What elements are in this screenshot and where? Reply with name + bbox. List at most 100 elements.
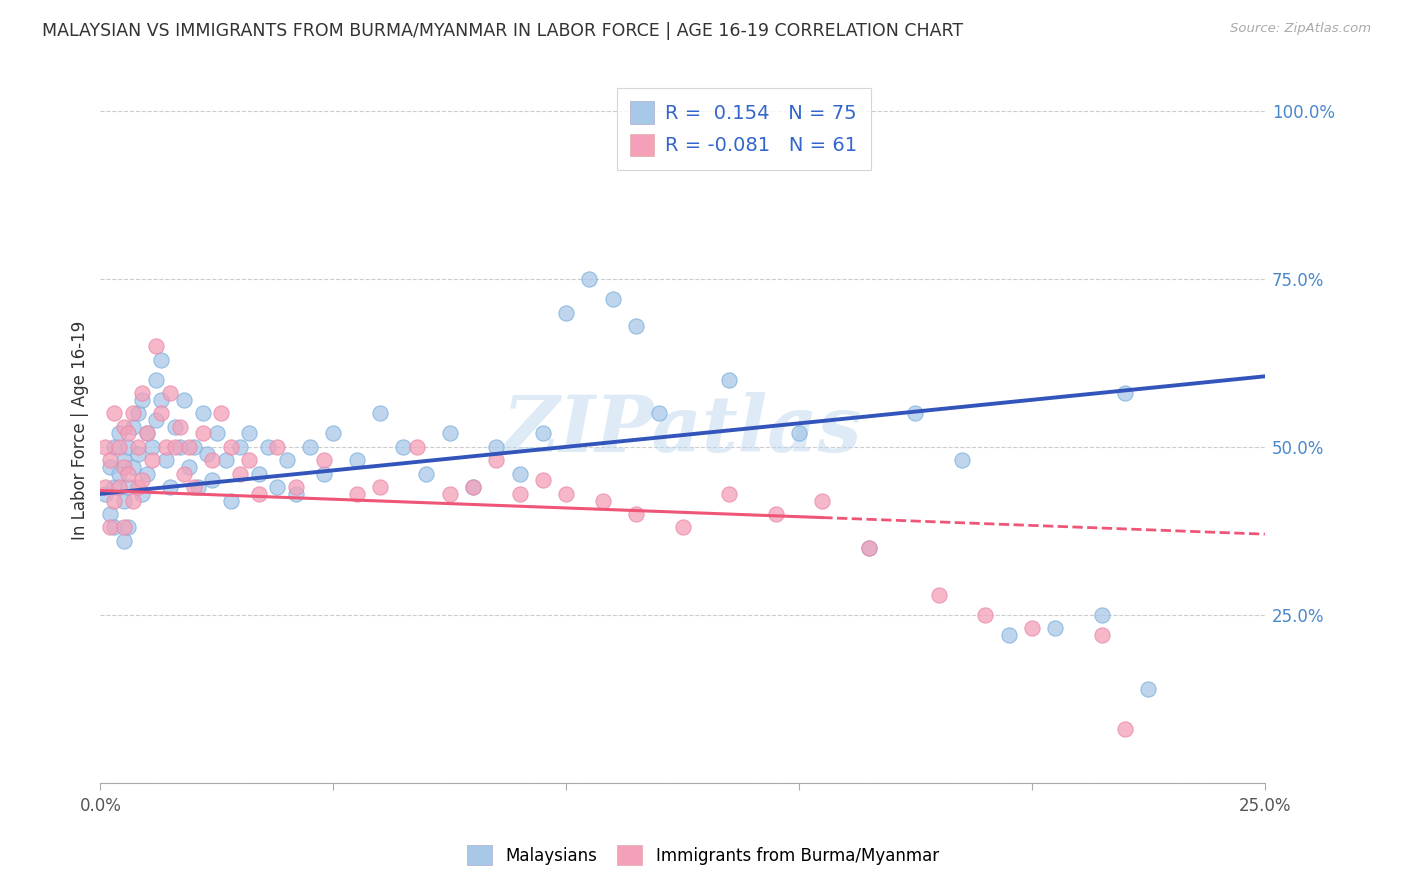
- Point: [169, 440, 191, 454]
- Point: [229, 440, 252, 454]
- Point: [811, 493, 834, 508]
- Point: [117, 520, 139, 534]
- Point: [485, 453, 508, 467]
- Point: [163, 419, 186, 434]
- Point: [718, 487, 741, 501]
- Point: [112, 460, 135, 475]
- Point: [1137, 681, 1160, 696]
- Point: [103, 440, 125, 454]
- Point: [509, 467, 531, 481]
- Point: [191, 426, 214, 441]
- Point: [392, 440, 415, 454]
- Point: [787, 426, 810, 441]
- Point: [112, 493, 135, 508]
- Point: [555, 487, 578, 501]
- Point: [141, 440, 163, 454]
- Point: [94, 440, 117, 454]
- Text: ZIPatlas: ZIPatlas: [503, 392, 862, 468]
- Point: [624, 318, 647, 333]
- Point: [247, 487, 270, 501]
- Point: [997, 628, 1019, 642]
- Point: [112, 520, 135, 534]
- Point: [187, 480, 209, 494]
- Point: [103, 493, 125, 508]
- Point: [141, 453, 163, 467]
- Point: [312, 453, 335, 467]
- Point: [127, 440, 149, 454]
- Point: [229, 467, 252, 481]
- Point: [108, 480, 131, 494]
- Point: [247, 467, 270, 481]
- Point: [112, 533, 135, 548]
- Point: [211, 406, 233, 420]
- Point: [98, 453, 121, 467]
- Point: [1114, 722, 1136, 736]
- Point: [136, 426, 159, 441]
- Point: [257, 440, 280, 454]
- Y-axis label: In Labor Force | Age 16-19: In Labor Force | Age 16-19: [72, 320, 89, 540]
- Point: [461, 480, 484, 494]
- Point: [122, 460, 145, 475]
- Point: [322, 426, 344, 441]
- Point: [98, 460, 121, 475]
- Point: [201, 474, 224, 488]
- Point: [858, 541, 880, 555]
- Point: [624, 507, 647, 521]
- Point: [117, 467, 139, 481]
- Point: [191, 406, 214, 420]
- Point: [159, 480, 181, 494]
- Point: [108, 440, 131, 454]
- Point: [312, 467, 335, 481]
- Point: [266, 440, 288, 454]
- Point: [163, 440, 186, 454]
- Point: [108, 467, 131, 481]
- Point: [149, 392, 172, 407]
- Point: [298, 440, 321, 454]
- Point: [671, 520, 693, 534]
- Point: [266, 480, 288, 494]
- Point: [950, 453, 973, 467]
- Point: [122, 406, 145, 420]
- Point: [1021, 621, 1043, 635]
- Point: [145, 339, 167, 353]
- Text: Source: ZipAtlas.com: Source: ZipAtlas.com: [1230, 22, 1371, 36]
- Text: MALAYSIAN VS IMMIGRANTS FROM BURMA/MYANMAR IN LABOR FORCE | AGE 16-19 CORRELATIO: MALAYSIAN VS IMMIGRANTS FROM BURMA/MYANM…: [42, 22, 963, 40]
- Point: [131, 474, 153, 488]
- Point: [155, 453, 177, 467]
- Point: [94, 487, 117, 501]
- Point: [602, 292, 624, 306]
- Point: [461, 480, 484, 494]
- Point: [149, 406, 172, 420]
- Point: [509, 487, 531, 501]
- Legend: R =  0.154   N = 75, R = -0.081   N = 61: R = 0.154 N = 75, R = -0.081 N = 61: [617, 88, 870, 169]
- Point: [531, 426, 554, 441]
- Point: [155, 440, 177, 454]
- Point: [173, 392, 195, 407]
- Point: [1045, 621, 1067, 635]
- Point: [276, 453, 298, 467]
- Point: [238, 453, 260, 467]
- Point: [108, 426, 131, 441]
- Point: [136, 426, 159, 441]
- Point: [1091, 628, 1114, 642]
- Point: [531, 474, 554, 488]
- Point: [439, 426, 461, 441]
- Point: [145, 373, 167, 387]
- Point: [177, 460, 200, 475]
- Point: [183, 480, 205, 494]
- Point: [1091, 607, 1114, 622]
- Point: [368, 480, 391, 494]
- Point: [904, 406, 927, 420]
- Point: [205, 426, 228, 441]
- Point: [578, 272, 600, 286]
- Point: [145, 413, 167, 427]
- Point: [592, 493, 614, 508]
- Point: [136, 467, 159, 481]
- Point: [98, 520, 121, 534]
- Point: [368, 406, 391, 420]
- Point: [103, 520, 125, 534]
- Point: [765, 507, 787, 521]
- Point: [215, 453, 238, 467]
- Point: [928, 588, 950, 602]
- Point: [117, 426, 139, 441]
